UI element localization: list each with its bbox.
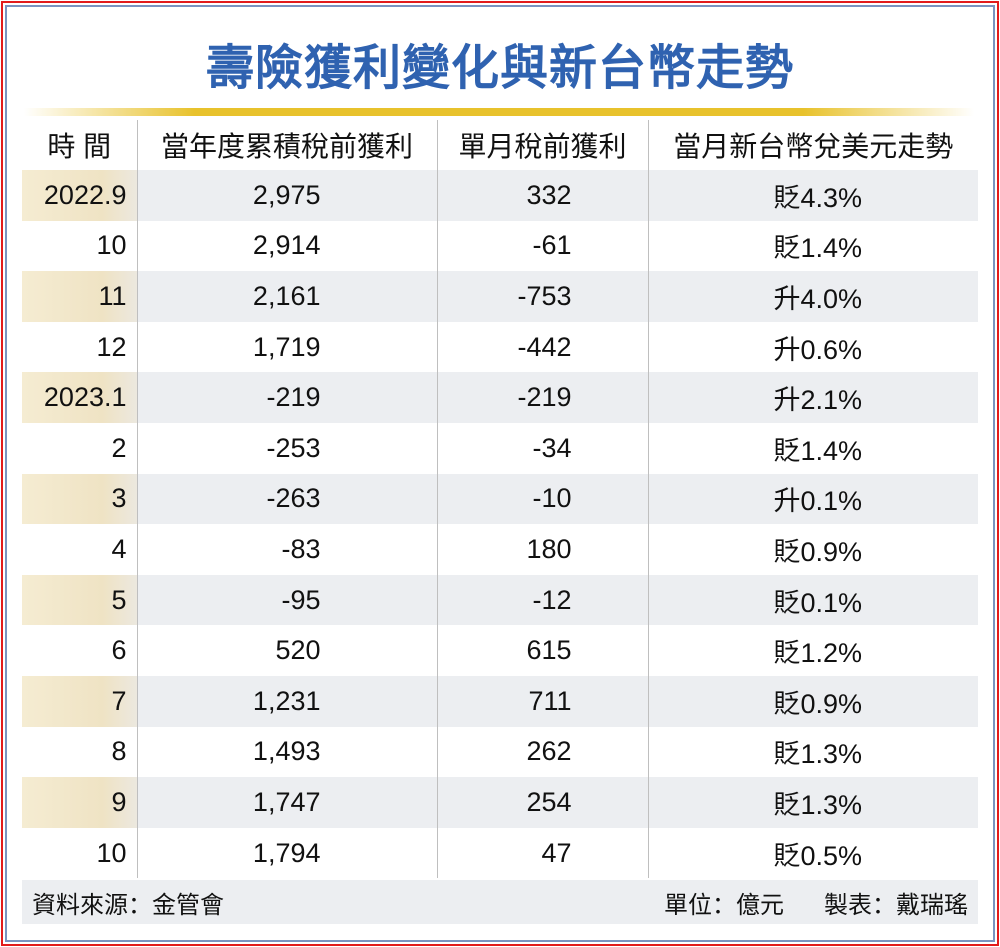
time-cell: 3 (22, 473, 137, 525)
monthly-profit-cell: -61 (436, 220, 648, 272)
monthly-profit-cell: -219 (436, 372, 648, 423)
cumulative-profit-cell: 1,493 (136, 726, 437, 778)
cumulative-profit-cell: -253 (136, 422, 437, 474)
table-row: 7 1,231 711 貶0.9% (22, 675, 978, 727)
header-cumulative: 當年度累積稅前獲利 (136, 120, 437, 170)
inner-border (5, 5, 995, 942)
data-table: 時 間 當年度累積稅前獲利 單月稅前獲利 當月新台幣兌美元走勢 2022.9 2,… (22, 120, 978, 879)
fx-trend-cell: 貶1.3% (647, 726, 978, 778)
monthly-profit-cell: -753 (436, 271, 648, 322)
source-note: 資料來源：金管會 (32, 891, 224, 919)
cumulative-profit-cell: 2,161 (136, 271, 437, 322)
time-cell: 10 (96, 230, 127, 261)
fx-trend-cell: 升4.0% (647, 271, 978, 322)
monthly-profit-cell: 180 (436, 524, 648, 575)
monthly-profit-cell: 711 (436, 675, 648, 727)
fx-trend-cell: 貶0.1% (647, 574, 978, 626)
header-row: 時 間 當年度累積稅前獲利 單月稅前獲利 當月新台幣兌美元走勢 (22, 120, 978, 170)
monthly-profit-cell: -442 (436, 321, 648, 373)
unit-note: 單位：億元 (664, 891, 784, 919)
monthly-profit-cell: -34 (436, 422, 648, 474)
table-row: 12 1,719 -442 升0.6% (22, 321, 978, 373)
cumulative-profit-cell: -95 (136, 574, 437, 626)
table-row: 9 1,747 254 貶1.3% (22, 777, 978, 828)
header-fx: 當月新台幣兌美元走勢 (647, 120, 978, 170)
table-row: 3 -263 -10 升0.1% (22, 473, 978, 525)
cumulative-profit-cell: 1,794 (136, 827, 437, 879)
table-row: 6 520 615 貶1.2% (22, 625, 978, 676)
cumulative-profit-cell: 520 (136, 625, 437, 676)
time-cell: 11 (22, 271, 137, 322)
fx-trend-cell: 貶0.9% (647, 524, 978, 575)
chart-title: 壽險獲利變化與新台幣走勢 (205, 42, 794, 95)
fx-trend-cell: 升2.1% (647, 372, 978, 423)
time-cell: 8 (111, 736, 127, 767)
cumulative-profit-cell: 2,914 (136, 220, 437, 272)
header-monthly: 單月稅前獲利 (436, 120, 648, 170)
time-cell: 5 (22, 574, 137, 626)
monthly-profit-cell: 254 (436, 777, 648, 828)
author-note: 製表：戴瑞瑤 (824, 891, 968, 919)
table-row: 8 1,493 262 貶1.3% (22, 726, 978, 778)
fx-trend-cell: 貶0.5% (647, 827, 978, 879)
title-rule (24, 108, 974, 116)
fx-trend-cell: 升0.1% (647, 473, 978, 525)
footer: 資料來源：金管會 單位：億元 製表：戴瑞瑤 (22, 880, 978, 924)
time-cell: 9 (22, 777, 137, 828)
table-row: 10 2,914 -61 貶1.4% (22, 220, 978, 272)
monthly-profit-cell: 615 (436, 625, 648, 676)
time-cell: 12 (96, 331, 127, 362)
monthly-profit-cell: 262 (436, 726, 648, 778)
table-row: 4 -83 180 貶0.9% (22, 524, 978, 575)
fx-trend-cell: 貶1.3% (647, 777, 978, 828)
cumulative-profit-cell: 1,719 (136, 321, 437, 373)
table-row: 2023.1 -219 -219 升2.1% (22, 372, 978, 423)
fx-trend-cell: 貶0.9% (647, 675, 978, 727)
table-row: 2022.9 2,975 332 貶4.3% (22, 170, 978, 221)
monthly-profit-cell: 47 (436, 827, 648, 879)
cumulative-profit-cell: -219 (136, 372, 437, 423)
table-row: 5 -95 -12 貶0.1% (22, 574, 978, 626)
table-row: 10 1,794 47 貶0.5% (22, 827, 978, 879)
fx-trend-cell: 貶1.2% (647, 625, 978, 676)
cumulative-profit-cell: 1,747 (136, 777, 437, 828)
cumulative-profit-cell: -83 (136, 524, 437, 575)
cumulative-profit-cell: -263 (136, 473, 437, 525)
fx-trend-cell: 升0.6% (647, 321, 978, 373)
time-cell: 2 (111, 432, 127, 463)
time-cell: 10 (96, 837, 127, 868)
time-cell: 6 (111, 635, 127, 666)
time-cell: 2022.9 (22, 170, 137, 221)
fx-trend-cell: 貶4.3% (647, 170, 978, 221)
table-row: 11 2,161 -753 升4.0% (22, 271, 978, 322)
time-cell: 2023.1 (22, 372, 137, 423)
fx-trend-cell: 貶1.4% (647, 220, 978, 272)
fx-trend-cell: 貶1.4% (647, 422, 978, 474)
cumulative-profit-cell: 2,975 (136, 170, 437, 221)
header-time: 時 間 (47, 131, 112, 162)
monthly-profit-cell: -10 (436, 473, 648, 525)
table-row: 2 -253 -34 貶1.4% (22, 422, 978, 474)
monthly-profit-cell: -12 (436, 574, 648, 626)
cumulative-profit-cell: 1,231 (136, 675, 437, 727)
monthly-profit-cell: 332 (436, 170, 648, 221)
time-cell: 7 (22, 675, 137, 727)
time-cell: 4 (111, 533, 127, 564)
